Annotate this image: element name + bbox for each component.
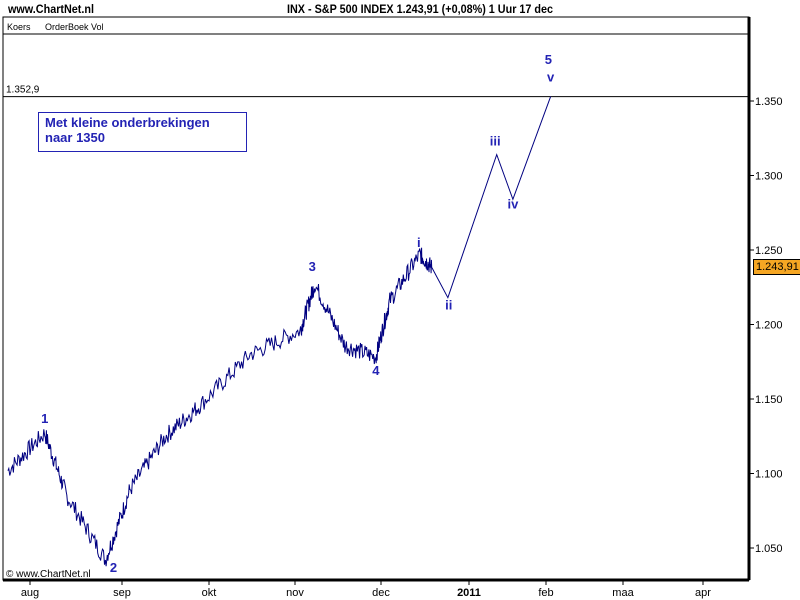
x-tick-label: okt — [202, 587, 217, 599]
hline-label: 1.352,9 — [6, 85, 40, 96]
tab-orderboek-vol: OrderBoek Vol — [45, 22, 104, 32]
wave-label-5: 5 — [545, 52, 552, 67]
x-tick-label: apr — [695, 587, 711, 599]
x-tick-label: dec — [372, 587, 390, 599]
x-tick-label: feb — [538, 587, 553, 599]
y-tick-label: 1.350 — [755, 96, 783, 108]
wave-label-ii: ii — [445, 298, 452, 313]
projection-line — [431, 96, 552, 299]
plot-frame — [2, 16, 750, 581]
x-tick-label: nov — [286, 587, 304, 599]
y-tick-label: 1.050 — [755, 543, 783, 555]
wave-label-1: 1 — [41, 411, 48, 426]
wave-label-3: 3 — [309, 259, 316, 274]
copyright: © www.ChartNet.nl — [6, 569, 91, 580]
current-price-tag: 1.243,91 — [753, 259, 800, 275]
annotation-box: Met kleine onderbrekingen naar 1350 — [38, 112, 247, 152]
x-tick-label: maa — [612, 587, 634, 599]
wave-label-2: 2 — [110, 560, 117, 575]
site-logo-text: www.ChartNet.nl — [8, 2, 95, 16]
y-tick-label: 1.200 — [755, 320, 783, 332]
x-tick-label: aug — [21, 587, 39, 599]
annotation-line-1: Met kleine onderbrekingen — [45, 115, 210, 130]
wave-label-v: v — [547, 70, 555, 85]
y-tick-label: 1.300 — [755, 171, 783, 183]
x-tick-label: 2011 — [457, 587, 481, 599]
wave-label-iii: iii — [490, 134, 501, 149]
y-tick-label: 1.150 — [755, 394, 783, 406]
annotation-line-2: naar 1350 — [45, 130, 105, 145]
y-tick-label: 1.100 — [755, 469, 783, 481]
chart-title: INX - S&P 500 INDEX 1.243,91 (+0,08%) 1 … — [287, 2, 554, 16]
wave-label-iv: iv — [507, 196, 519, 211]
x-tick-label: sep — [113, 587, 131, 599]
tab-koers: Koers — [7, 22, 31, 32]
price-line — [7, 247, 433, 567]
wave-label-i: i — [417, 235, 421, 250]
wave-label-4: 4 — [372, 363, 380, 378]
y-tick-label: 1.250 — [755, 245, 783, 257]
